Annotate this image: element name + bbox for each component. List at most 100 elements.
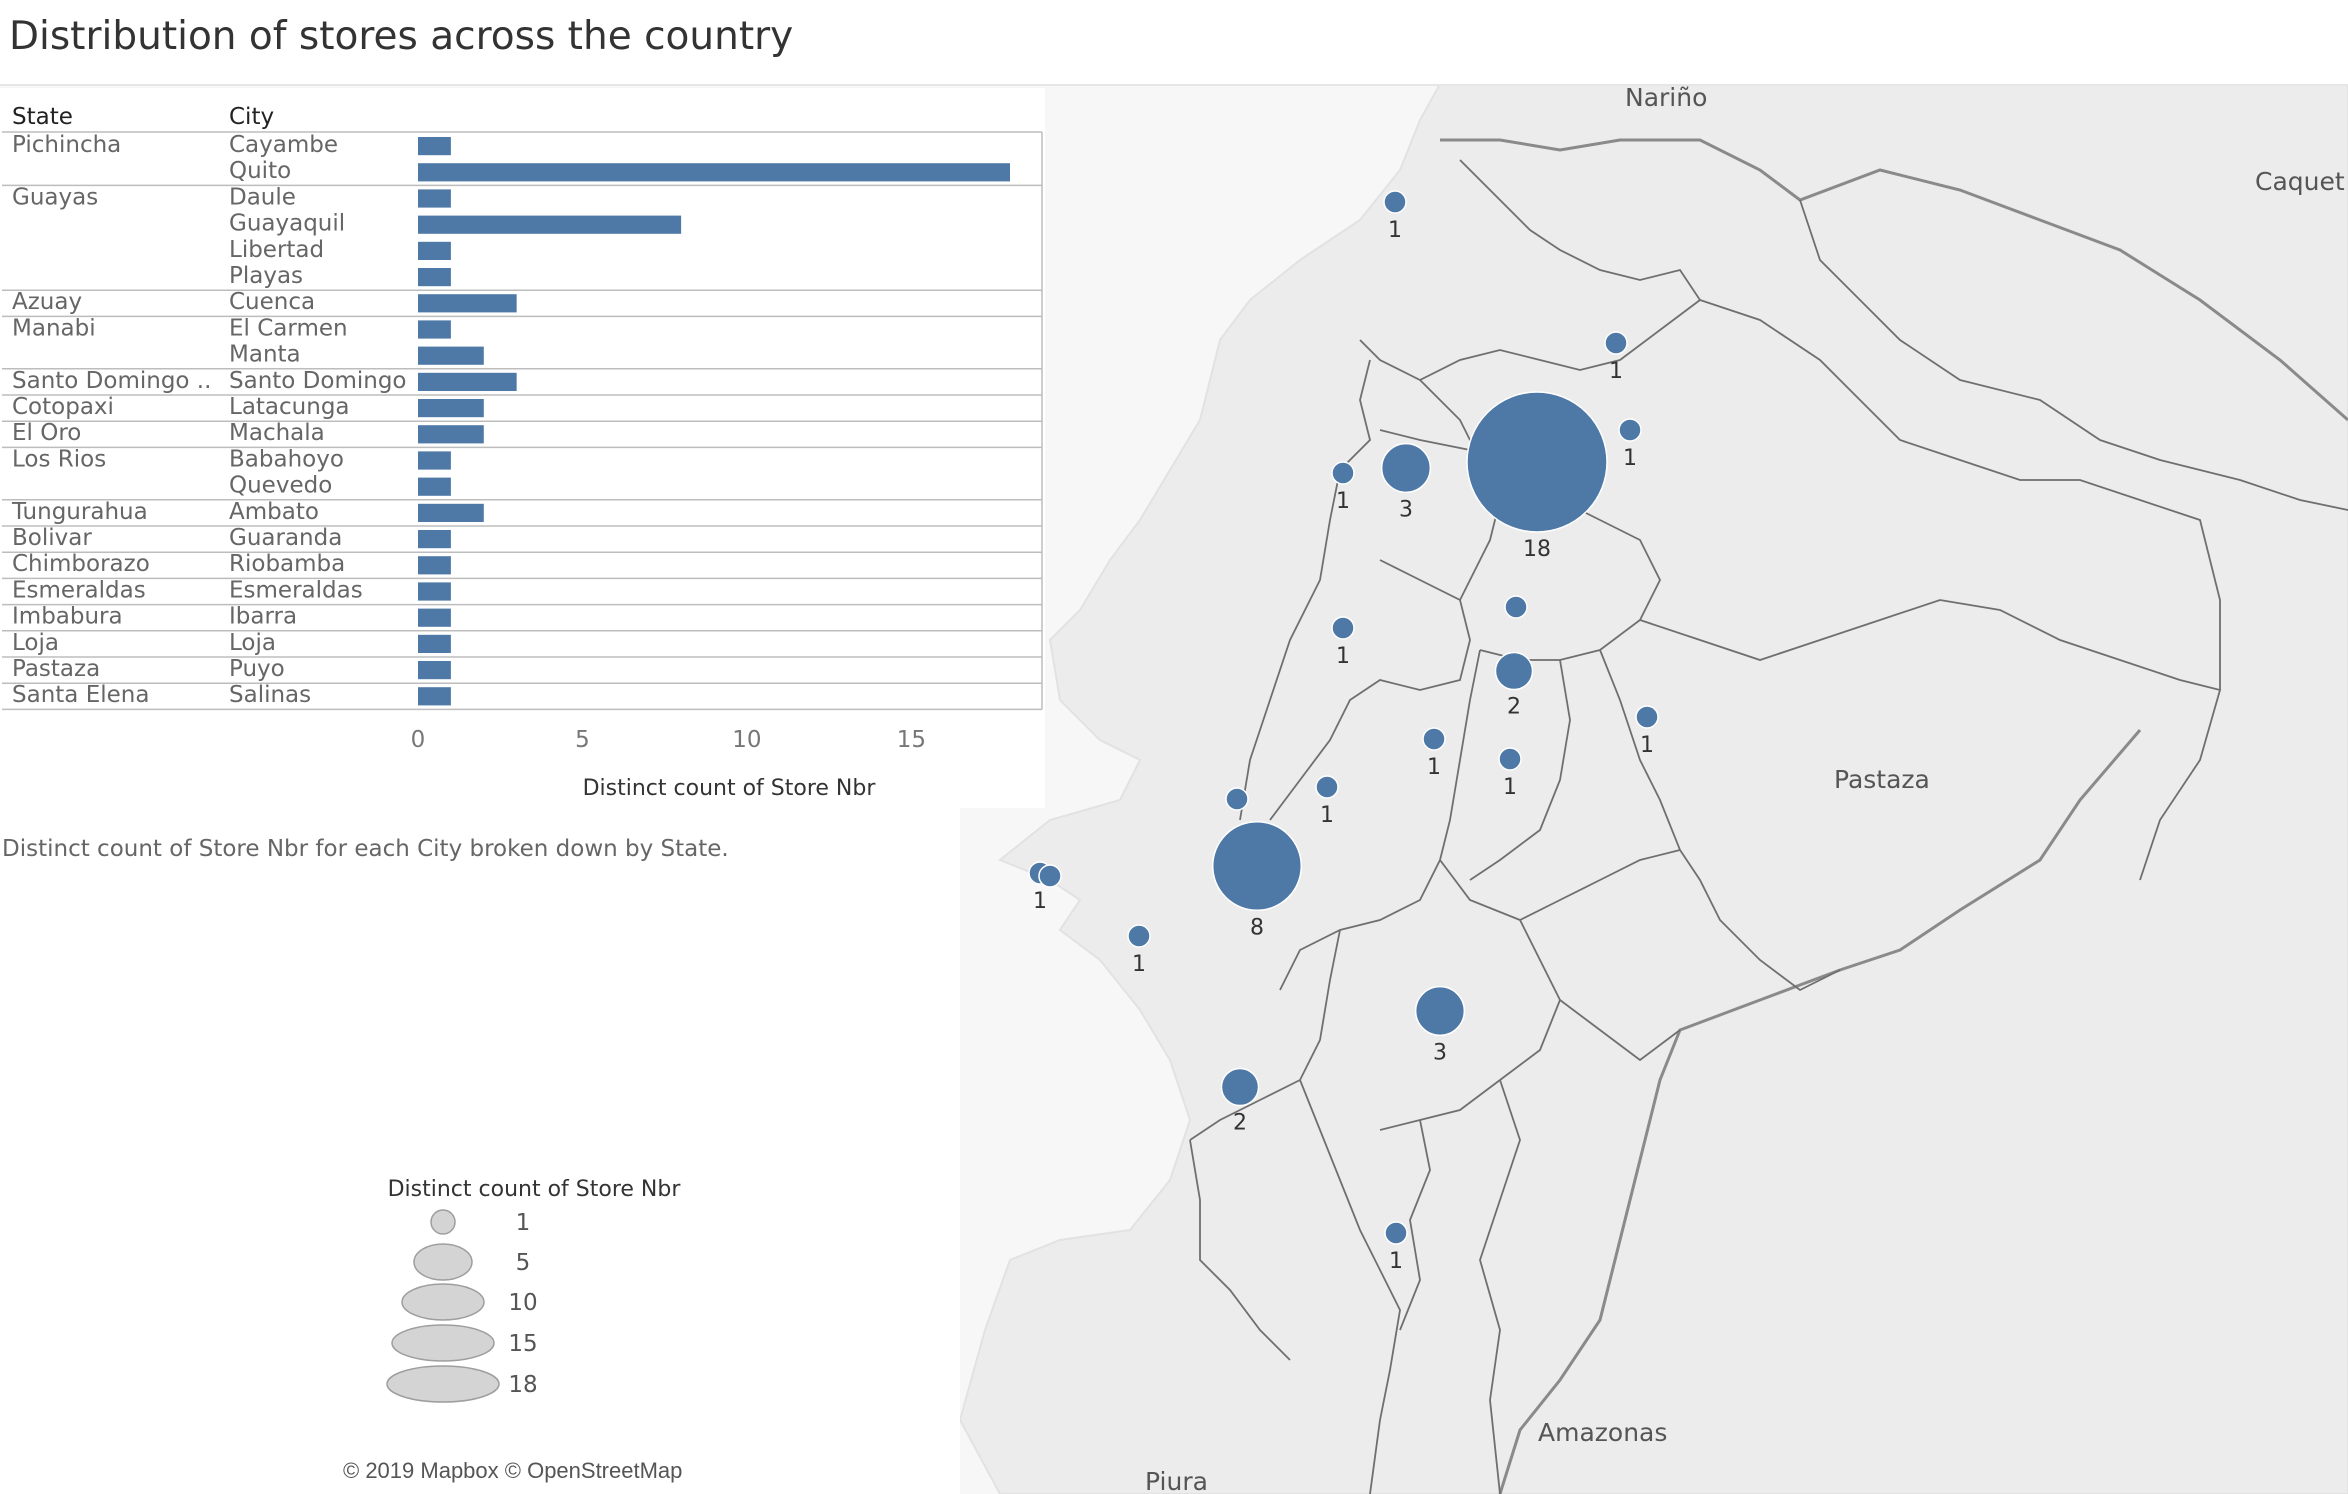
map-point-label: 2 (1233, 1111, 1247, 1136)
x-tick-label: 15 (897, 727, 926, 753)
city-label: Daule (229, 184, 296, 210)
x-axis-ticks: 0 5 10 15 (411, 727, 926, 753)
map-province-borders (1189, 159, 2348, 1494)
bar[interactable] (418, 556, 451, 575)
bar[interactable] (418, 608, 451, 627)
state-label: Azuay (12, 289, 82, 315)
map-point-label: 2 (1507, 695, 1521, 720)
bar[interactable] (418, 294, 517, 313)
bar[interactable] (418, 268, 451, 287)
city-label: Cayambe (229, 132, 338, 158)
legend-size-label: 18 (508, 1372, 537, 1398)
bar[interactable] (418, 346, 484, 365)
city-label: Ibarra (229, 604, 297, 630)
map-point[interactable] (1618, 418, 1642, 442)
city-label: Guaranda (229, 525, 342, 551)
column-header-state: State (12, 104, 73, 130)
bar[interactable] (418, 530, 451, 549)
bar[interactable] (418, 425, 484, 444)
legend-size-label: 15 (508, 1331, 537, 1357)
map-island (1250, 928, 1300, 952)
state-label: Tungurahua (11, 499, 148, 525)
map-point[interactable] (1384, 1221, 1408, 1245)
region-label-piura: Piura (1145, 1467, 1208, 1494)
map-point-label: 1 (1132, 952, 1146, 977)
region-label-caqueta: Caquet (2255, 167, 2345, 196)
region-label-pastaza: Pastaza (1834, 765, 1930, 794)
bar[interactable] (418, 503, 484, 522)
state-label: Los Rios (12, 446, 106, 472)
bar[interactable] (418, 163, 1010, 182)
x-tick-label: 0 (411, 727, 426, 753)
map-point[interactable] (1038, 864, 1062, 888)
bar[interactable] (418, 451, 451, 470)
bar[interactable] (418, 634, 451, 653)
city-label: Babahoyo (229, 446, 344, 472)
map-point[interactable] (1380, 442, 1432, 494)
city-label: Puyo (229, 656, 285, 682)
x-tick-label: 5 (575, 727, 590, 753)
map-point[interactable] (1127, 924, 1151, 948)
bar[interactable] (418, 189, 451, 208)
map-point-label: 3 (1433, 1040, 1447, 1065)
state-label: Bolivar (12, 525, 92, 551)
city-label: Salinas (229, 682, 311, 708)
title-backing (0, 0, 2348, 84)
map-attribution[interactable]: © 2019 Mapbox © OpenStreetMap (343, 1458, 683, 1483)
map-point[interactable] (1225, 787, 1249, 811)
map-point-label: 1 (1336, 489, 1350, 514)
city-label: Manta (229, 342, 301, 368)
map-point[interactable] (1498, 747, 1522, 771)
state-label: El Oro (12, 420, 81, 446)
city-label: Cuenca (229, 289, 315, 315)
state-label: Guayas (12, 184, 98, 210)
bar[interactable] (418, 372, 517, 391)
map-point[interactable] (1635, 705, 1659, 729)
bar[interactable] (418, 215, 682, 234)
state-label: Santo Domingo .. (12, 368, 211, 394)
state-label: Santa Elena (12, 682, 149, 708)
map-point[interactable] (1466, 391, 1608, 533)
map-point-label: 1 (1336, 644, 1350, 669)
state-label: Pichincha (12, 132, 121, 158)
dashboard-title: Distribution of stores across the countr… (9, 14, 794, 59)
state-label: Loja (12, 630, 59, 656)
map-point-label: 1 (1503, 775, 1517, 800)
map-point[interactable] (1220, 1067, 1260, 1107)
map-point[interactable] (1422, 727, 1446, 751)
map-point-label: 1 (1389, 1249, 1403, 1274)
legend-size-circle (401, 1283, 485, 1321)
map-point[interactable] (1604, 331, 1628, 355)
bar[interactable] (418, 661, 451, 680)
map-point[interactable] (1211, 820, 1303, 912)
city-label: Guayaquil (229, 211, 345, 237)
bar[interactable] (418, 399, 484, 418)
city-label: Machala (229, 420, 325, 446)
map-point[interactable] (1494, 651, 1534, 691)
bar[interactable] (418, 320, 451, 339)
state-label: Imbabura (12, 604, 123, 630)
bar[interactable] (418, 687, 451, 706)
bar[interactable] (418, 241, 451, 260)
city-label: Ambato (229, 499, 319, 525)
bar[interactable] (418, 582, 451, 601)
bar[interactable] (418, 137, 451, 156)
bar[interactable] (418, 477, 451, 496)
map-point[interactable] (1315, 775, 1339, 799)
city-label: Quevedo (229, 473, 332, 499)
map-point-label: 1 (1033, 889, 1047, 914)
map-point-label: 1 (1427, 755, 1441, 780)
map-point[interactable] (1331, 461, 1355, 485)
legend-size-circle (430, 1209, 456, 1235)
legend-size-circle (386, 1365, 500, 1403)
legend-size-circle (391, 1324, 495, 1362)
column-header-city: City (229, 104, 274, 130)
map-point[interactable] (1504, 595, 1528, 619)
city-label: Libertad (229, 237, 324, 263)
map-point[interactable] (1331, 616, 1355, 640)
map-point[interactable] (1414, 985, 1466, 1037)
map-point[interactable] (1383, 190, 1407, 214)
